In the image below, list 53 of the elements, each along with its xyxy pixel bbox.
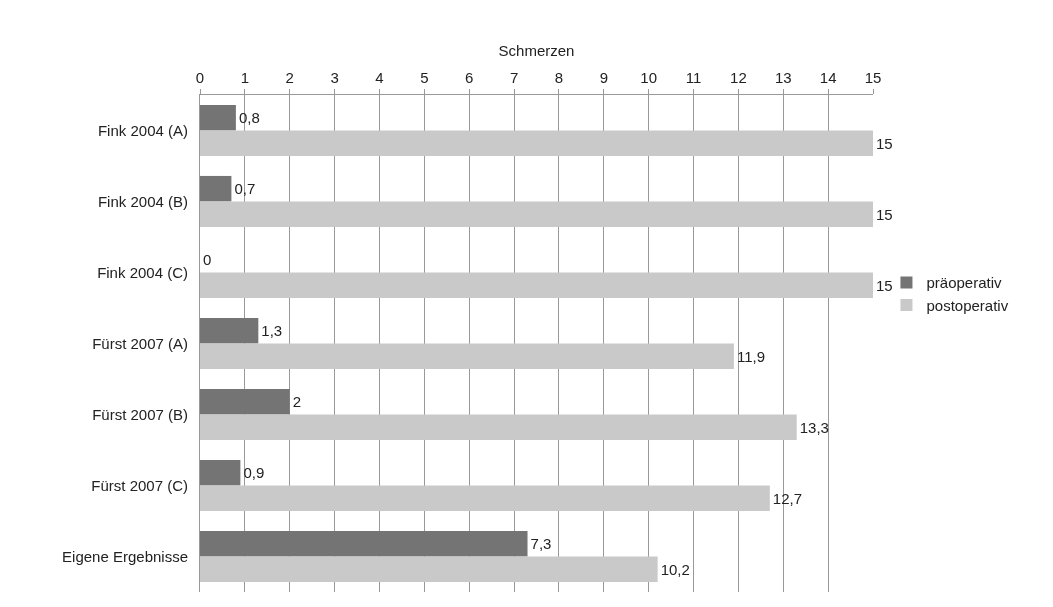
x-tick-label: 3	[330, 69, 339, 86]
data-label: 10,2	[660, 560, 690, 578]
bar	[200, 201, 873, 228]
bar	[200, 556, 658, 583]
legend-label: postoperativ	[926, 296, 1009, 314]
data-label: 12,7	[772, 489, 803, 507]
x-tick-label: 2	[285, 69, 294, 86]
y-tick-label: Eigene Ergebnisse	[62, 547, 188, 565]
legend-label: präoperativ	[926, 274, 1002, 292]
data-label: 15	[876, 276, 893, 294]
bar	[200, 485, 770, 512]
bar	[200, 130, 873, 157]
y-tick-label: Fürst 2007 (A)	[92, 334, 188, 352]
bar	[200, 388, 290, 415]
data-label: 0	[203, 251, 212, 269]
data-label: 11,9	[736, 347, 765, 365]
data-label: 13,3	[799, 418, 829, 436]
x-tick-label: 6	[465, 69, 474, 86]
bar	[200, 317, 259, 344]
data-label: 0,9	[243, 464, 265, 482]
x-tick-label: 15	[864, 69, 882, 86]
bar	[200, 459, 241, 486]
bar	[200, 414, 797, 441]
x-tick-label: 5	[420, 69, 429, 86]
bar	[200, 104, 236, 131]
bar	[200, 530, 528, 557]
data-label: 0,8	[238, 109, 260, 127]
x-tick-label: 12	[730, 69, 747, 86]
data-label: 15	[876, 205, 893, 223]
data-label: 2	[292, 393, 302, 411]
x-tick-label: 0	[195, 69, 205, 86]
x-tick-label: 1	[240, 69, 250, 86]
y-tick-label: Fink 2004 (C)	[97, 263, 188, 281]
y-tick-label: Fink 2004 (B)	[97, 192, 188, 210]
data-label: 7,3	[530, 535, 552, 553]
x-tick-label: 13	[774, 69, 792, 86]
x-tick-label: 7	[509, 69, 519, 86]
bar	[200, 272, 873, 299]
x-tick-label: 9	[599, 69, 608, 86]
x-tick-label: 10	[640, 69, 658, 86]
y-tick-label: Fürst 2007 (B)	[92, 405, 188, 423]
x-axis-title: Schmerzen	[498, 42, 575, 60]
x-tick-label: 14	[819, 69, 837, 86]
y-tick-label: Fink 2004 (A)	[97, 121, 188, 139]
x-tick-label: 4	[375, 69, 384, 86]
data-label: 0,7	[234, 180, 256, 198]
y-tick-label: Fürst 2007 (C)	[91, 476, 188, 494]
bar	[200, 343, 734, 370]
data-label: 1,3	[261, 322, 283, 340]
bar	[200, 175, 232, 202]
x-tick-label: 11	[685, 69, 702, 86]
data-label: 15	[876, 134, 893, 152]
x-tick-label: 8	[554, 69, 564, 86]
